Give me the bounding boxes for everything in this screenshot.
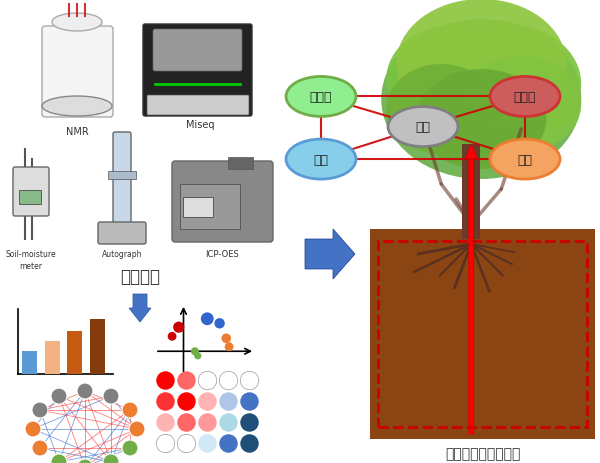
Ellipse shape [431, 25, 581, 144]
Bar [22, 351, 37, 374]
Text: 各種分析: 各種分析 [120, 268, 160, 285]
Ellipse shape [461, 57, 581, 153]
Ellipse shape [396, 0, 566, 130]
Ellipse shape [381, 20, 581, 180]
Circle shape [225, 343, 233, 351]
Circle shape [129, 421, 145, 437]
Bar [180, 185, 240, 230]
FancyBboxPatch shape [153, 30, 242, 72]
Circle shape [198, 371, 217, 390]
FancyArrow shape [465, 144, 477, 434]
Ellipse shape [386, 65, 496, 155]
Bar [44, 341, 59, 374]
Text: Soil-moisture: Soil-moisture [5, 250, 56, 258]
Circle shape [32, 440, 48, 456]
Circle shape [194, 352, 202, 360]
Circle shape [221, 334, 231, 343]
Ellipse shape [490, 77, 560, 117]
Text: 各種関係性の可視化: 各種関係性の可視化 [445, 446, 520, 460]
Circle shape [219, 413, 238, 432]
Bar [378, 242, 587, 427]
FancyBboxPatch shape [42, 27, 113, 118]
Circle shape [156, 371, 175, 390]
Ellipse shape [386, 25, 526, 135]
Text: Autograph: Autograph [102, 250, 142, 258]
Ellipse shape [286, 77, 356, 117]
Bar [89, 319, 104, 374]
Circle shape [240, 371, 259, 390]
Circle shape [103, 454, 119, 463]
Bar [183, 198, 213, 218]
FancyArrow shape [305, 230, 355, 279]
Circle shape [219, 371, 238, 390]
Circle shape [240, 413, 259, 432]
Ellipse shape [52, 14, 102, 32]
FancyBboxPatch shape [113, 133, 131, 242]
Circle shape [51, 454, 67, 463]
Ellipse shape [42, 97, 112, 117]
Text: Miseq: Miseq [186, 120, 214, 130]
Text: 水分: 水分 [314, 153, 329, 166]
Ellipse shape [416, 70, 546, 169]
Circle shape [77, 459, 93, 463]
Text: meter: meter [19, 262, 43, 270]
Text: 有機物: 有機物 [310, 91, 332, 104]
Circle shape [173, 322, 184, 333]
Circle shape [177, 393, 196, 411]
Circle shape [198, 434, 217, 453]
Bar [108, 172, 136, 180]
Circle shape [177, 371, 196, 390]
Bar [370, 230, 595, 439]
Circle shape [198, 413, 217, 432]
Circle shape [103, 388, 119, 404]
Circle shape [77, 383, 93, 399]
FancyBboxPatch shape [172, 162, 273, 243]
Text: ICP-OES: ICP-OES [205, 250, 239, 258]
Text: NMR: NMR [65, 127, 88, 137]
Bar [462, 144, 480, 239]
Text: 微生物: 微生物 [514, 91, 536, 104]
Ellipse shape [388, 107, 458, 147]
Circle shape [219, 393, 238, 411]
Circle shape [25, 421, 41, 437]
Circle shape [156, 393, 175, 411]
Bar [67, 331, 82, 374]
FancyBboxPatch shape [147, 96, 249, 116]
FancyArrow shape [129, 294, 151, 322]
Circle shape [122, 440, 138, 456]
Circle shape [156, 434, 175, 453]
Circle shape [198, 393, 217, 411]
Ellipse shape [286, 140, 356, 180]
FancyBboxPatch shape [143, 25, 252, 117]
Ellipse shape [490, 140, 560, 180]
Circle shape [177, 434, 196, 453]
FancyBboxPatch shape [98, 223, 146, 244]
Circle shape [214, 319, 225, 329]
Circle shape [240, 393, 259, 411]
Bar [19, 191, 41, 205]
Circle shape [191, 348, 199, 356]
Circle shape [51, 388, 67, 404]
Circle shape [122, 402, 138, 418]
Circle shape [168, 332, 176, 341]
FancyBboxPatch shape [13, 168, 49, 217]
Circle shape [201, 313, 214, 325]
Circle shape [32, 402, 48, 418]
Text: 元素: 元素 [415, 121, 431, 134]
Text: 物性: 物性 [517, 153, 533, 166]
Circle shape [177, 413, 196, 432]
Circle shape [219, 434, 238, 453]
Circle shape [240, 434, 259, 453]
Bar [228, 158, 253, 169]
Circle shape [156, 413, 175, 432]
